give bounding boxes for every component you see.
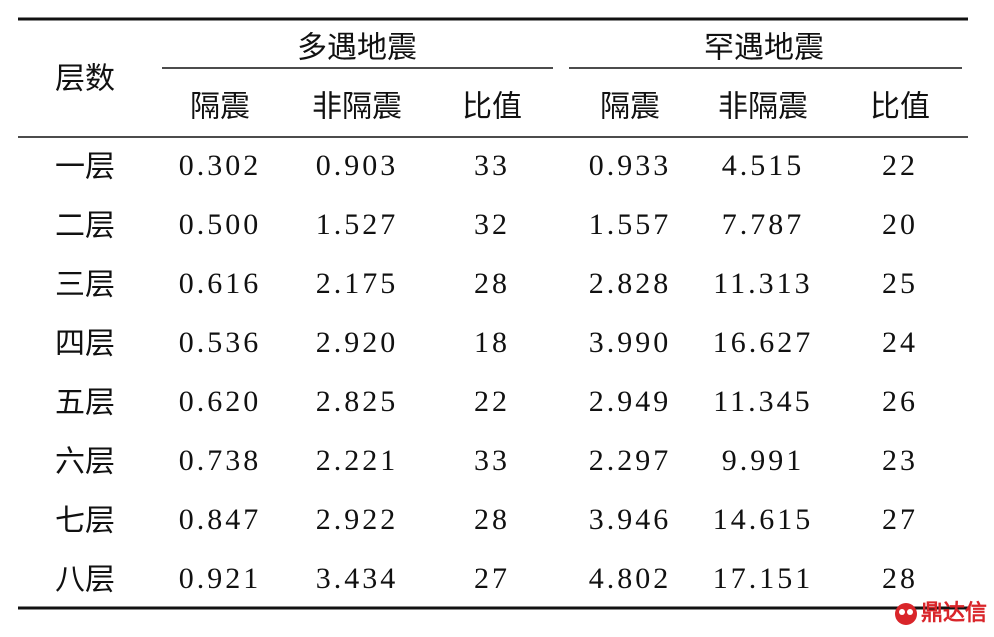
row-label: 三层 [55, 268, 115, 303]
column-header: 非隔震 [312, 90, 402, 125]
cell: 16.627 [713, 326, 814, 359]
column-header: 非隔震 [718, 90, 808, 125]
cell: 0.933 [589, 149, 672, 182]
cell: 0.302 [179, 149, 262, 182]
cell: 33 [474, 149, 510, 182]
row-label: 一层 [55, 150, 115, 185]
cell: 4.802 [589, 562, 672, 595]
watermark-icon [895, 603, 917, 625]
cell: 28 [882, 562, 918, 595]
column-header: 隔震 [190, 90, 250, 125]
cell: 0.616 [179, 267, 262, 300]
column-header: 隔震 [600, 90, 660, 125]
row-label: 七层 [55, 504, 115, 539]
row-label: 二层 [55, 209, 115, 244]
cell: 23 [882, 444, 918, 477]
cell: 26 [882, 385, 918, 418]
cell: 20 [882, 208, 918, 241]
cell: 22 [882, 149, 918, 182]
cell: 28 [474, 267, 510, 300]
cell: 2.221 [316, 444, 399, 477]
cell: 2.920 [316, 326, 399, 359]
cell: 32 [474, 208, 510, 241]
cell: 3.946 [589, 503, 672, 536]
group-header: 多遇地震 [297, 31, 417, 66]
group-header: 罕遇地震 [704, 31, 824, 66]
cell: 0.536 [179, 326, 262, 359]
row-label-header: 层数 [55, 62, 115, 97]
cell: 1.527 [316, 208, 399, 241]
cell: 0.500 [179, 208, 262, 241]
cell: 0.738 [179, 444, 262, 477]
cell: 11.313 [713, 267, 812, 300]
cell: 3.990 [589, 326, 672, 359]
cell: 17.151 [713, 562, 814, 595]
cell: 28 [474, 503, 510, 536]
cell: 4.515 [722, 149, 805, 182]
row-label: 五层 [55, 386, 115, 421]
cell: 2.922 [316, 503, 399, 536]
cell: 18 [474, 326, 510, 359]
cell: 14.615 [713, 503, 814, 536]
cell: 22 [474, 385, 510, 418]
cell: 0.903 [316, 149, 399, 182]
cell: 2.949 [589, 385, 672, 418]
row-label: 八层 [55, 563, 115, 598]
cell: 33 [474, 444, 510, 477]
row-label: 四层 [55, 327, 115, 362]
cell: 2.825 [316, 385, 399, 418]
cell: 0.620 [179, 385, 262, 418]
column-header: 比值 [462, 90, 522, 125]
watermark: 鼎达信 [921, 600, 987, 626]
row-label: 六层 [55, 445, 115, 480]
cell: 2.297 [589, 444, 672, 477]
cell: 27 [474, 562, 510, 595]
cell: 0.921 [179, 562, 262, 595]
column-header: 比值 [870, 90, 930, 125]
cell: 2.828 [589, 267, 672, 300]
cell: 0.847 [179, 503, 262, 536]
cell: 2.175 [316, 267, 399, 300]
cell: 27 [882, 503, 918, 536]
cell: 7.787 [722, 208, 805, 241]
cell: 3.434 [316, 562, 399, 595]
cell: 25 [882, 267, 918, 300]
cell: 1.557 [589, 208, 672, 241]
cell: 11.345 [713, 385, 812, 418]
cell: 9.991 [722, 444, 805, 477]
cell: 24 [882, 326, 918, 359]
